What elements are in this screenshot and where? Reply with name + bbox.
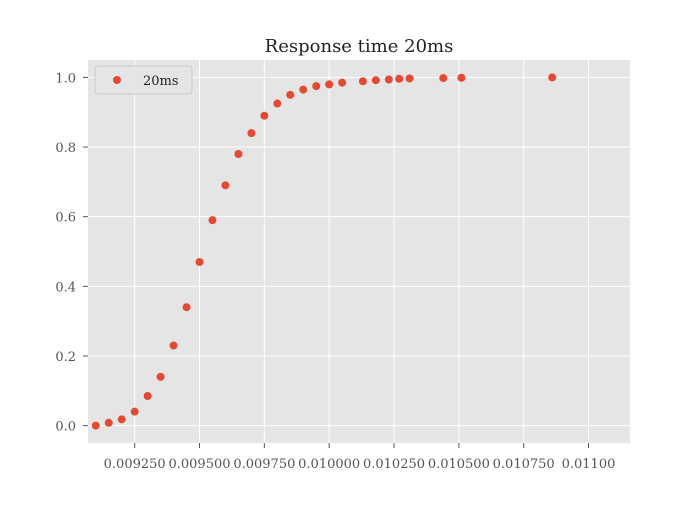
- y-tick-label: 0.0: [55, 420, 76, 435]
- x-tick-label: 0.010500: [428, 457, 490, 472]
- data-point: [143, 391, 152, 400]
- x-tick-label: 0.009500: [168, 457, 230, 472]
- data-point: [338, 78, 347, 87]
- data-point: [325, 80, 334, 89]
- legend-label-20ms: 20ms: [143, 74, 179, 89]
- data-point: [457, 73, 466, 82]
- x-tick-label: 0.009750: [233, 457, 295, 472]
- data-point: [221, 181, 230, 190]
- data-point: [195, 257, 204, 266]
- data-point: [208, 216, 217, 225]
- y-tick-label: 0.4: [55, 280, 76, 295]
- legend-box: [94, 65, 193, 95]
- grid: [88, 60, 630, 443]
- data-point: [299, 85, 308, 94]
- data-point: [395, 74, 404, 83]
- x-tick-label: 0.010000: [298, 457, 360, 472]
- x-tick-label: 0.009250: [104, 457, 166, 472]
- data-point: [169, 341, 178, 350]
- y-tick-label: 0.6: [55, 211, 76, 226]
- data-point: [548, 73, 557, 82]
- data-point: [371, 76, 380, 85]
- data-point: [234, 150, 243, 159]
- data-point: [358, 77, 367, 86]
- data-point: [273, 99, 282, 108]
- data-point: [182, 303, 191, 312]
- data-point: [91, 421, 100, 430]
- legend-marker: [113, 76, 121, 84]
- x-tick-label: 0.01100: [562, 457, 616, 472]
- data-point: [384, 75, 393, 84]
- plot-area: [88, 60, 630, 443]
- data-point: [439, 74, 448, 83]
- data-point: [104, 418, 113, 427]
- scatter-points: [91, 73, 557, 430]
- y-tick-label: 0.2: [55, 350, 76, 365]
- legend: 20ms: [94, 65, 193, 95]
- data-point: [286, 90, 295, 99]
- data-point: [156, 372, 165, 381]
- data-point: [312, 82, 321, 91]
- x-tick-label: 0.010750: [493, 457, 555, 472]
- data-point: [260, 111, 269, 120]
- x-axis-ticks: 0.009250 0.009500 0.009750 0.010000 0.010250…: [104, 443, 616, 472]
- y-tick-label: 1.0: [55, 71, 76, 86]
- y-axis-ticks: 0.0 0.2 0.4 0.6 0.8 1.0: [55, 71, 88, 435]
- x-tick-label: 0.010250: [363, 457, 425, 472]
- chart-title: Response time 20ms: [265, 36, 454, 57]
- data-point: [405, 74, 414, 83]
- y-tick-label: 0.8: [55, 141, 76, 156]
- data-point: [130, 407, 139, 416]
- data-point: [117, 415, 126, 424]
- data-point: [247, 129, 256, 138]
